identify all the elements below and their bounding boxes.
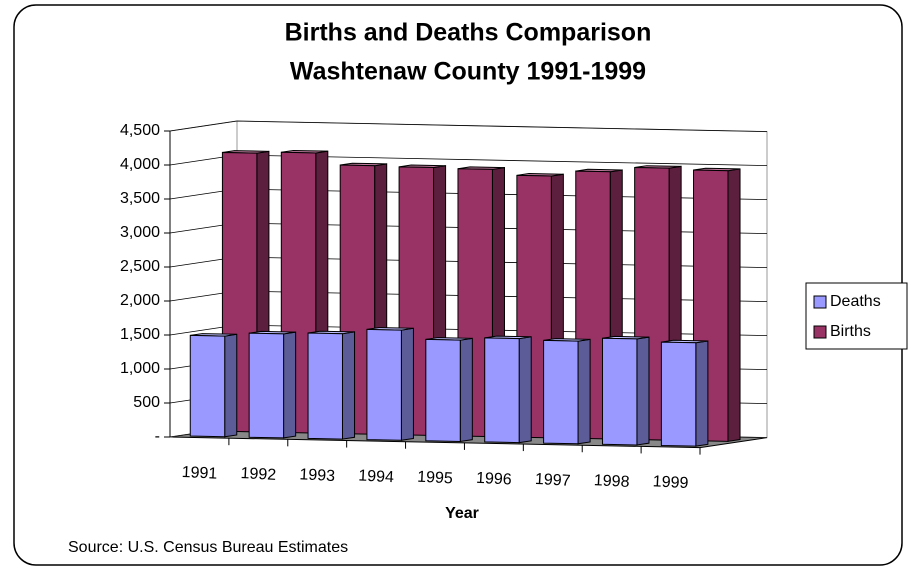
bar	[425, 337, 473, 443]
bar-front	[248, 332, 285, 439]
bar-front	[307, 332, 343, 440]
bar-side	[518, 336, 532, 444]
y-tick-label: 4,500	[120, 122, 160, 139]
bar-side	[459, 337, 473, 443]
y-tick-label: 500	[133, 394, 160, 411]
bar-side	[577, 338, 591, 445]
bar-front	[601, 337, 638, 446]
x-tick-label: 1991	[181, 464, 218, 483]
bar	[601, 335, 650, 446]
x-tick-label: 1995	[417, 469, 454, 488]
legend-swatch	[813, 295, 827, 309]
bar-side	[283, 331, 297, 439]
x-tick-label: 1999	[652, 473, 689, 492]
bar-front	[484, 337, 520, 444]
chart-title: Births and Deaths Comparison	[285, 19, 652, 47]
bar-side	[400, 327, 414, 441]
bar	[189, 333, 238, 438]
y-tick-label: 2,500	[120, 258, 160, 275]
legend-label: Deaths	[830, 293, 881, 310]
x-tick-label: 1992	[240, 465, 277, 484]
bar-side	[224, 333, 238, 438]
x-tick-label: 1996	[476, 470, 513, 489]
bar-front	[543, 339, 579, 445]
x-tick-label: 1998	[593, 472, 630, 491]
x-axis-title: Year	[445, 505, 479, 522]
x-tick-label: 1994	[358, 467, 395, 486]
y-tick-label: 3,000	[120, 224, 160, 241]
bar-front	[366, 328, 402, 441]
bar	[248, 330, 297, 439]
y-tick-label: 3,500	[120, 190, 160, 207]
chart-subtitle: Washtenaw County 1991-1999	[290, 58, 646, 86]
bar	[543, 338, 591, 445]
grid-line	[169, 120, 768, 132]
bar-side	[695, 340, 709, 447]
bar-side	[727, 168, 741, 442]
bar	[484, 335, 532, 444]
bar-front	[425, 338, 461, 442]
legend-swatch	[813, 325, 827, 339]
x-tick-label: 1997	[535, 471, 572, 490]
bar	[660, 339, 709, 447]
x-tick-label: 1993	[299, 466, 336, 485]
bar-front	[189, 334, 226, 438]
y-tick-label: 2,000	[120, 292, 160, 309]
bar-side	[341, 331, 356, 440]
source-note: Source: U.S. Census Bureau Estimates	[68, 539, 348, 556]
y-tick-label: 4,000	[120, 156, 160, 173]
bar-side	[636, 336, 650, 446]
bar-front	[660, 341, 697, 447]
bar	[307, 330, 356, 440]
y-tick-label: 1,000	[120, 360, 160, 377]
bar	[366, 327, 414, 441]
y-tick-label: -	[155, 428, 160, 445]
y-tick-label: 1,500	[120, 326, 160, 343]
legend-label: Births	[830, 323, 871, 340]
